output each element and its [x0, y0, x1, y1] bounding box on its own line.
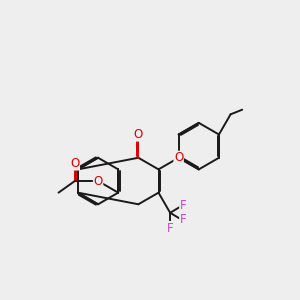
Text: F: F — [180, 213, 186, 226]
Text: O: O — [94, 175, 103, 188]
Text: O: O — [70, 157, 80, 170]
Text: O: O — [174, 151, 183, 164]
Text: F: F — [167, 221, 173, 235]
Text: F: F — [180, 199, 186, 212]
Text: O: O — [134, 128, 143, 141]
